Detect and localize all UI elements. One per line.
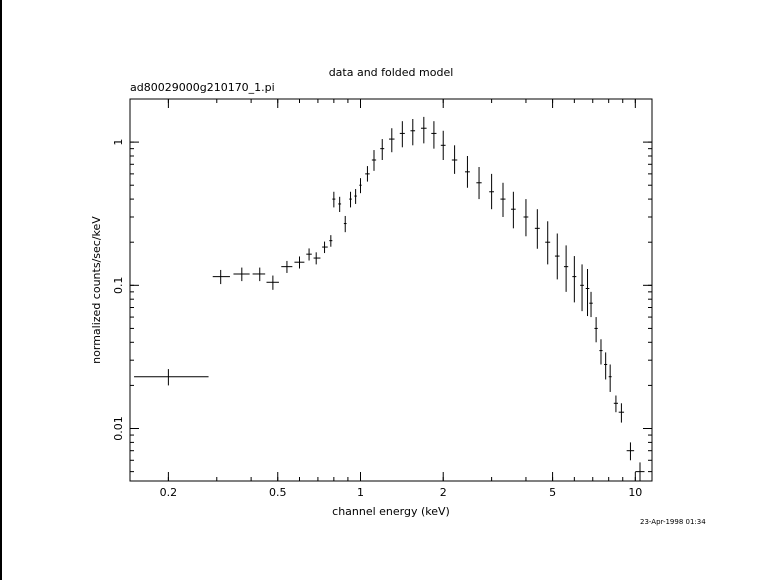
data-point bbox=[294, 256, 305, 269]
data-point bbox=[635, 462, 645, 481]
x-tick-label: 5 bbox=[549, 486, 556, 499]
data-point bbox=[563, 245, 569, 292]
data-point bbox=[511, 191, 516, 229]
data-points bbox=[134, 116, 645, 481]
data-point bbox=[329, 235, 333, 247]
data-point bbox=[359, 178, 362, 194]
data-point bbox=[585, 268, 590, 317]
data-point bbox=[523, 199, 529, 237]
x-tick-label: 0.5 bbox=[269, 486, 287, 499]
data-point bbox=[451, 145, 458, 174]
data-point bbox=[545, 221, 551, 265]
data-point bbox=[306, 248, 312, 261]
data-point bbox=[431, 121, 437, 149]
data-point bbox=[252, 267, 266, 282]
data-point bbox=[489, 173, 494, 210]
x-axis-label: channel energy (keV) bbox=[332, 505, 450, 518]
y-tick-label: 0.1 bbox=[112, 277, 125, 295]
data-point bbox=[233, 267, 250, 282]
data-point bbox=[464, 155, 470, 188]
x-tick-label: 0.2 bbox=[160, 486, 178, 499]
data-point bbox=[476, 167, 482, 200]
data-point bbox=[618, 403, 625, 423]
data-point bbox=[389, 128, 395, 153]
data-point bbox=[534, 209, 540, 249]
timestamp: 23-Apr-1998 01:34 bbox=[640, 518, 706, 526]
y-tick-label: 0.01 bbox=[112, 416, 125, 441]
axis-ticks: 0.2 0.5 1 2 5 10 0.01 0.1 1 bbox=[112, 98, 652, 499]
data-point bbox=[313, 252, 321, 265]
data-point bbox=[613, 395, 619, 413]
data-point bbox=[343, 215, 347, 233]
data-point bbox=[589, 291, 593, 318]
data-point bbox=[365, 166, 370, 182]
y-axis-label: normalized counts/sec/keV bbox=[90, 216, 103, 364]
data-point bbox=[604, 352, 608, 380]
plot-frame bbox=[129, 98, 653, 482]
data-point bbox=[266, 275, 279, 290]
x-tick-label: 2 bbox=[440, 486, 447, 499]
data-point bbox=[338, 196, 342, 213]
data-point bbox=[626, 442, 635, 461]
data-point bbox=[134, 369, 209, 386]
left-edge-line bbox=[0, 0, 2, 580]
data-point bbox=[354, 189, 357, 204]
chart-subtitle: ad80029000g210170_1.pi bbox=[130, 81, 275, 94]
data-point bbox=[420, 116, 427, 144]
x-tick-label: 10 bbox=[628, 486, 642, 499]
data-point bbox=[399, 121, 405, 148]
y-tick-label: 1 bbox=[112, 139, 125, 146]
data-point bbox=[212, 269, 230, 285]
data-point bbox=[371, 150, 377, 171]
data-point bbox=[281, 260, 293, 273]
data-point bbox=[594, 317, 598, 343]
data-point bbox=[580, 264, 584, 312]
data-point bbox=[554, 233, 560, 280]
chart-title: data and folded model bbox=[329, 66, 454, 79]
data-point bbox=[410, 118, 416, 146]
data-point bbox=[380, 139, 385, 160]
data-point bbox=[500, 182, 506, 217]
data-point bbox=[332, 191, 336, 208]
data-point bbox=[572, 256, 577, 303]
data-point bbox=[349, 191, 352, 208]
data-point bbox=[440, 130, 446, 160]
data-point bbox=[322, 241, 328, 254]
data-point bbox=[599, 339, 603, 365]
x-tick-label: 1 bbox=[357, 486, 364, 499]
data-point bbox=[608, 364, 612, 392]
